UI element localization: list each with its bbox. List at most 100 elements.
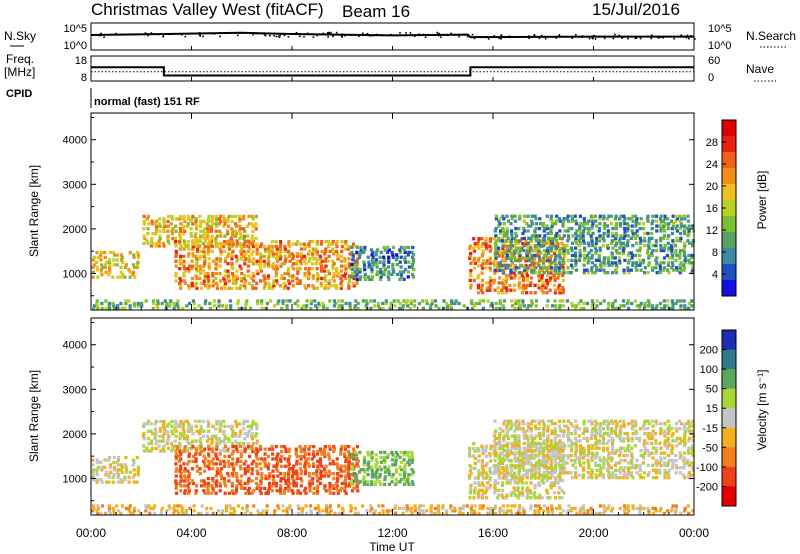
heat-cell bbox=[251, 249, 255, 254]
heat-cell bbox=[339, 281, 343, 285]
heat-cell bbox=[614, 263, 619, 267]
heat-cell bbox=[646, 427, 650, 431]
heat-cell bbox=[304, 457, 308, 461]
heat-cell bbox=[622, 453, 626, 458]
heat-cell bbox=[202, 249, 206, 254]
heat-cell bbox=[344, 276, 348, 281]
noise-sample-point bbox=[399, 32, 401, 34]
heat-cell bbox=[562, 304, 566, 308]
heat-cell bbox=[310, 479, 314, 483]
heat-cell bbox=[243, 274, 247, 278]
heat-cell bbox=[339, 467, 343, 471]
heat-cell bbox=[103, 250, 107, 255]
heat-cell bbox=[278, 486, 283, 490]
heat-cell bbox=[198, 467, 202, 471]
heat-cell bbox=[363, 245, 367, 250]
heat-cell bbox=[623, 244, 627, 248]
heat-cell bbox=[534, 453, 538, 458]
heat-cell bbox=[119, 253, 123, 257]
heat-cell bbox=[331, 240, 335, 244]
heat-cell bbox=[594, 248, 598, 253]
heat-cell bbox=[602, 422, 606, 426]
heat-cell bbox=[350, 468, 354, 472]
heat-cell bbox=[509, 288, 513, 292]
heat-cell bbox=[582, 241, 587, 245]
heat-cell bbox=[679, 299, 683, 303]
heat-cell bbox=[254, 454, 259, 459]
heat-cell bbox=[623, 234, 627, 238]
heat-cell bbox=[527, 236, 531, 240]
heat-cell bbox=[593, 306, 597, 310]
heat-cell bbox=[651, 244, 655, 248]
heat-cell bbox=[514, 446, 518, 450]
heat-cell bbox=[598, 236, 602, 240]
heat-cell bbox=[173, 504, 177, 508]
heat-cell bbox=[238, 214, 242, 219]
heat-cell bbox=[540, 496, 544, 500]
heat-cell bbox=[202, 219, 206, 223]
heat-cell bbox=[283, 247, 287, 251]
heat-cell bbox=[556, 481, 560, 485]
heat-cell bbox=[654, 451, 658, 455]
heat-cell bbox=[566, 239, 570, 243]
heat-cell bbox=[407, 260, 411, 264]
heat-cell bbox=[311, 262, 315, 266]
y-tick-label: 3000 bbox=[63, 179, 87, 191]
heat-cell bbox=[291, 262, 296, 266]
heat-cell bbox=[566, 271, 570, 275]
heat-cell bbox=[304, 306, 308, 310]
heat-cell bbox=[178, 259, 182, 263]
y-tick-label: 2000 bbox=[63, 224, 87, 236]
y-tick-label: 1000 bbox=[63, 268, 87, 280]
heat-cell bbox=[666, 263, 670, 267]
heat-cell bbox=[339, 276, 343, 281]
heat-cell bbox=[569, 431, 573, 436]
heat-cell bbox=[246, 467, 251, 471]
heat-cell bbox=[683, 226, 687, 231]
heat-cell bbox=[184, 511, 188, 515]
heat-cell bbox=[259, 252, 263, 256]
heat-cell bbox=[553, 422, 557, 426]
heat-cell bbox=[488, 286, 492, 290]
heat-cell bbox=[500, 259, 504, 263]
heat-cell bbox=[675, 236, 679, 240]
heat-cell bbox=[493, 434, 497, 438]
heat-cell bbox=[522, 244, 526, 248]
noise-sample-point bbox=[237, 34, 239, 37]
heat-cell bbox=[513, 434, 517, 438]
heat-cell bbox=[406, 460, 410, 464]
heat-cell bbox=[481, 306, 485, 310]
heat-cell bbox=[275, 254, 279, 258]
heat-cell bbox=[317, 506, 321, 511]
heat-cell bbox=[287, 476, 291, 481]
heat-cell bbox=[391, 453, 395, 457]
heat-cell bbox=[540, 478, 544, 483]
noise-sample-point bbox=[528, 37, 530, 40]
heat-cell bbox=[635, 268, 639, 272]
heat-cell bbox=[477, 474, 481, 478]
heat-cell bbox=[250, 491, 254, 495]
heat-cell bbox=[679, 439, 683, 443]
heat-cell bbox=[544, 444, 549, 448]
heat-cell bbox=[324, 247, 328, 251]
heat-cell bbox=[146, 241, 150, 246]
heat-cell bbox=[610, 458, 614, 463]
heat-cell bbox=[193, 306, 197, 310]
heat-cell bbox=[654, 241, 658, 245]
heat-cell bbox=[589, 234, 593, 238]
heat-cell bbox=[505, 456, 509, 461]
heat-cell bbox=[370, 453, 374, 457]
heat-cell bbox=[394, 458, 398, 462]
heat-cell bbox=[231, 234, 235, 238]
heat-cell bbox=[343, 447, 347, 451]
heat-cell bbox=[655, 271, 659, 275]
noise-sample-point bbox=[438, 32, 440, 35]
heat-cell bbox=[679, 222, 683, 226]
heat-cell bbox=[391, 472, 395, 477]
heat-cell bbox=[550, 419, 554, 423]
heat-cell bbox=[639, 453, 643, 458]
heat-cell bbox=[243, 432, 247, 436]
heat-cell bbox=[590, 446, 594, 450]
heat-cell bbox=[151, 241, 155, 246]
heat-cell bbox=[190, 441, 194, 446]
